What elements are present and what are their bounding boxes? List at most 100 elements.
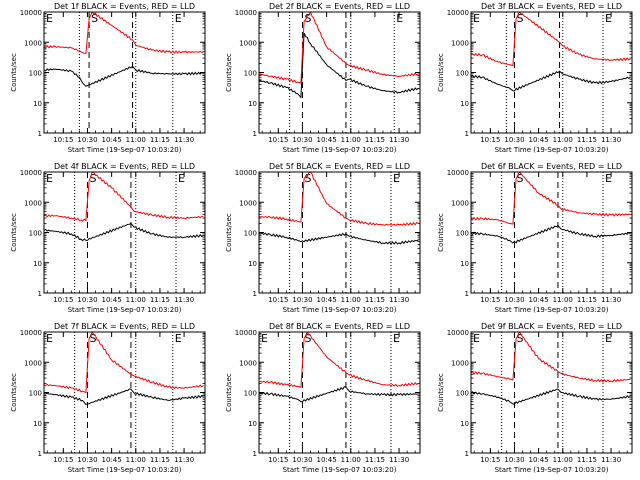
x-tick-label: 10:30: [504, 296, 524, 304]
y-axis-label: Counts/sec: [225, 53, 233, 92]
x-tick-label: 11:00: [126, 456, 146, 464]
x-tick-label: 11:00: [553, 456, 573, 464]
x-tick-label: 11:30: [601, 296, 621, 304]
x-tick-label: 10:15: [268, 296, 288, 304]
events-series-line: [44, 388, 204, 406]
y-tick-label: 1: [253, 450, 257, 458]
y-tick-label: 100: [456, 70, 469, 78]
y-axis-label: Counts/sec: [437, 213, 445, 252]
y-tick-label: 10: [460, 420, 469, 428]
y-tick-label: 10000: [235, 329, 257, 337]
series-group: [44, 172, 204, 242]
lld-series-line: [259, 172, 419, 227]
x-axis-label: Start Time (19-Sep-07 10:03:20): [495, 146, 609, 154]
plot-frame: [43, 171, 206, 294]
x-tick-label: 10:30: [292, 456, 312, 464]
time-marker-label: E: [178, 172, 185, 185]
x-axis-label: Start Time (19-Sep-07 10:03:20): [283, 466, 397, 474]
chart-panel: Det 6f BLACK = Events, RED = LLD Counts/s…: [437, 162, 633, 314]
lld-series-line: [259, 12, 419, 84]
x-axis-label: Start Time (19-Sep-07 10:03:20): [283, 146, 397, 154]
time-marker-label: E: [46, 332, 53, 345]
events-series-line: [44, 65, 204, 87]
y-tick-label: 10: [248, 100, 257, 108]
panel-title: Det 4f BLACK = Events, RED = LLD: [54, 162, 195, 171]
time-marker-label: E: [393, 172, 400, 185]
x-tick-label: 11:30: [389, 136, 409, 144]
time-marker-label: S: [304, 332, 311, 345]
y-tick-label: 1: [465, 290, 469, 298]
y-axis-label: Counts/sec: [225, 373, 233, 412]
series-group: [471, 12, 631, 92]
y-tick-label: 1000: [24, 359, 42, 367]
y-axis-label: Counts/sec: [10, 213, 18, 252]
x-tick-label: 11:15: [577, 136, 597, 144]
x-tick-label: 10:45: [102, 456, 122, 464]
plot-frame: [258, 11, 421, 134]
x-tick-label: 10:15: [53, 136, 73, 144]
x-axis-label: Start Time (19-Sep-07 10:03:20): [495, 306, 609, 314]
time-marker-label: E: [393, 332, 400, 345]
plot-frame: [470, 171, 633, 294]
y-tick-label: 10: [33, 260, 42, 268]
x-tick-label: 10:45: [102, 136, 122, 144]
y-tick-label: 1000: [239, 359, 257, 367]
y-tick-label: 100: [29, 230, 42, 238]
y-tick-label: 100: [456, 230, 469, 238]
time-marker-label: S: [304, 172, 311, 185]
y-tick-label: 10000: [447, 169, 469, 177]
y-tick-label: 100: [244, 70, 257, 78]
time-marker-label: E: [175, 332, 182, 345]
panel-title: Det 1f BLACK = Events, RED = LLD: [54, 2, 195, 11]
x-tick-label: 10:45: [102, 296, 122, 304]
series-group: [44, 332, 204, 406]
y-tick-label: 10000: [235, 9, 257, 17]
y-axis-label: Counts/sec: [437, 373, 445, 412]
x-tick-label: 11:15: [365, 296, 385, 304]
x-tick-label: 10:15: [480, 456, 500, 464]
y-tick-label: 100: [29, 390, 42, 398]
lld-series-line: [259, 332, 419, 388]
time-marker-label: S: [516, 172, 523, 185]
y-tick-label: 10000: [447, 9, 469, 17]
x-tick-label: 10:45: [529, 456, 549, 464]
x-tick-label: 10:15: [480, 296, 500, 304]
x-tick-label: 10:30: [77, 296, 97, 304]
y-tick-label: 100: [456, 390, 469, 398]
plot-frame: [470, 11, 633, 134]
events-series-line: [259, 32, 419, 99]
x-tick-label: 11:00: [553, 296, 573, 304]
x-tick-label: 11:30: [389, 296, 409, 304]
y-tick-label: 1: [465, 130, 469, 138]
x-tick-label: 11:15: [150, 456, 170, 464]
time-marker-label: S: [91, 12, 98, 25]
time-marker-label: E: [605, 172, 612, 185]
y-axis-label: Counts/sec: [225, 213, 233, 252]
x-tick-label: 10:15: [53, 296, 73, 304]
events-series-line: [44, 222, 204, 242]
x-tick-label: 11:15: [365, 456, 385, 464]
chart-panel: Det 1f BLACK = Events, RED = LLD Counts/s…: [10, 2, 206, 154]
y-tick-label: 100: [244, 390, 257, 398]
y-tick-label: 100: [244, 230, 257, 238]
lld-series-line: [44, 12, 204, 55]
x-tick-label: 11:00: [341, 296, 361, 304]
x-tick-label: 10:30: [77, 136, 97, 144]
lld-series-line: [44, 332, 204, 394]
lld-series-line: [471, 12, 631, 67]
panel-title: Det 7f BLACK = Events, RED = LLD: [54, 322, 195, 331]
plot-frame: [258, 331, 421, 454]
y-tick-label: 10: [248, 260, 257, 268]
x-tick-label: 11:30: [174, 296, 194, 304]
x-tick-label: 10:45: [529, 136, 549, 144]
y-tick-label: 1000: [239, 39, 257, 47]
y-tick-label: 10: [460, 100, 469, 108]
y-tick-label: 10: [248, 420, 257, 428]
series-group: [44, 12, 204, 87]
y-tick-label: 1000: [24, 39, 42, 47]
time-marker-label: E: [396, 12, 403, 25]
y-tick-label: 10000: [20, 169, 42, 177]
series-group: [259, 332, 419, 403]
x-axis-label: Start Time (19-Sep-07 10:03:20): [495, 466, 609, 474]
